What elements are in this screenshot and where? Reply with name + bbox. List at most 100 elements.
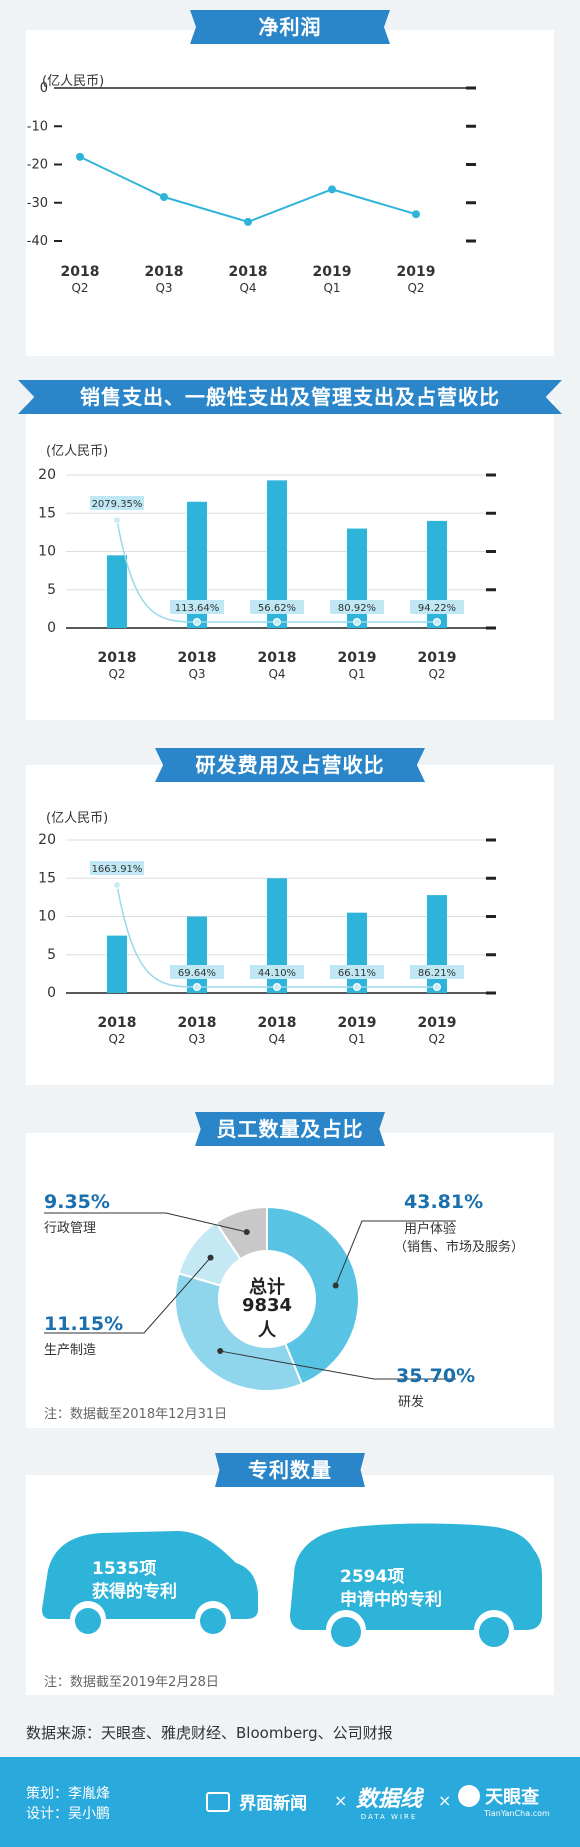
ratio-point — [273, 618, 281, 626]
x-tick-year: 2019 — [338, 650, 377, 666]
y-tick-label: -20 — [27, 158, 48, 173]
donut-segment — [214, 1205, 268, 1261]
y-tick-label: 15 — [38, 505, 56, 521]
segment-admin-value: 9.35% — [44, 1191, 110, 1213]
y-tick-label: 0 — [40, 81, 48, 96]
x-tick-quarter: Q2 — [428, 667, 445, 681]
x-tick-year: 2018 — [229, 264, 268, 280]
datawire-sub: DATA WIRE — [360, 1813, 418, 1821]
employees-panel: 总计 9834人 9.35% 行政管理 11.15% 生产制造 43.81% 用… — [26, 1133, 554, 1428]
y-tick-label: -10 — [27, 119, 48, 134]
ratio-label-bg — [250, 965, 304, 979]
ratio-label: 86.21% — [418, 968, 456, 979]
ratio-point — [433, 618, 441, 626]
y-tick-label: 10 — [38, 544, 56, 560]
leader-dot — [332, 1282, 339, 1289]
ratio-point — [113, 881, 121, 889]
net-profit-panel: 0 -10 -20 -30 -40 2018 Q2 2018 Q3 2018 Q4 2019 Q1 201… — [26, 30, 554, 356]
y-tick-label: 0 — [47, 985, 56, 1001]
ratio-label: 94.22% — [418, 603, 456, 614]
net-profit-point — [76, 152, 84, 161]
net-profit-banner: 净利润 — [190, 10, 390, 44]
net-profit-unit: (亿人民币) — [42, 74, 105, 89]
y-tick-label: 20 — [38, 467, 56, 483]
data-source: 数据来源：天眼查、雅虎财经、Bloomberg、公司财报 — [26, 1724, 393, 1742]
ratio-label-bg — [330, 600, 384, 614]
segment-manufacturing-label: 生产制造 — [44, 1343, 97, 1358]
x-tick-year: 2018 — [258, 650, 297, 666]
leader-line — [44, 1212, 247, 1233]
ratio-label: 1663.91% — [92, 864, 143, 875]
ratio-label-bg — [90, 861, 144, 875]
ratio-label: 2079.35% — [92, 499, 143, 510]
y-tick-label: 10 — [38, 909, 56, 925]
y-tick-label: 15 — [38, 870, 56, 886]
ratio-label-bg — [170, 600, 224, 614]
sales-expense-unit: (亿人民币) — [46, 444, 109, 459]
segment-ux-value: 43.81% — [404, 1191, 484, 1213]
bar — [347, 912, 367, 993]
footer-designer: 设计：吴小鹏 — [26, 1806, 110, 1822]
x-tick-year: 2019 — [418, 1015, 457, 1031]
sales-expense-chart: 20 15 10 5 0 2079.35% 113.64% 56.62% 80.92% 94.22… — [38, 467, 496, 681]
ratio-label: 80.92% — [338, 603, 376, 614]
x-tick-year: 2019 — [338, 1015, 377, 1031]
x-tick-quarter: Q4 — [239, 281, 256, 295]
x-tick-year: 2018 — [178, 1015, 217, 1031]
x-tick-quarter: Q4 — [268, 1032, 285, 1046]
employees-note: 注：数据截至2018年12月31日 — [44, 1407, 228, 1422]
leader-dot — [243, 1228, 250, 1235]
bar — [267, 480, 287, 628]
ratio-label: 56.62% — [258, 603, 296, 614]
x-tick-year: 2019 — [418, 650, 457, 666]
ratio-label: 113.64% — [175, 603, 220, 614]
pending-patents-label: 申请中的专利 — [340, 1590, 442, 1610]
donut-segment — [266, 1205, 360, 1386]
ratio-label: 66.11% — [338, 968, 376, 979]
x-tick-quarter: Q2 — [108, 667, 125, 681]
sales-expense-panel: 20 15 10 5 0 2079.35% 113.64% 56.62% 80.92% 94.22… — [26, 400, 554, 720]
ratio-point — [273, 983, 281, 991]
car-granted-icon — [42, 1523, 542, 1647]
y-tick-label: -30 — [27, 196, 48, 211]
donut-total-value: 9834人 — [241, 1295, 293, 1341]
segment-admin-label: 行政管理 — [44, 1221, 97, 1236]
leader-dot — [217, 1348, 224, 1355]
pending-patents-count: 2594项 — [340, 1567, 405, 1587]
net-profit-point — [160, 193, 168, 202]
x-tick-quarter: Q1 — [323, 281, 340, 295]
tianyancha-sub: TianYanCha.com — [484, 1809, 550, 1818]
net-profit-chart: 0-10-20-30-402018Q22018Q32018Q42019Q1201… — [27, 81, 476, 295]
tianyancha-name: 天眼查 — [485, 1787, 540, 1808]
footer-planner: 策划：李胤烽 — [26, 1786, 110, 1802]
granted-patents-count: 1535项 — [92, 1559, 157, 1579]
x-tick-quarter: Q3 — [155, 281, 172, 295]
times-sign-1: × — [334, 1791, 348, 1810]
ratio-point — [113, 516, 121, 524]
ratio-label-bg — [90, 496, 144, 510]
car-granted-shape — [42, 1531, 258, 1619]
ratio-label: 44.10% — [258, 968, 296, 979]
patents-note: 注：数据截至2019年2月28日 — [44, 1675, 219, 1690]
ratio-label: 69.64% — [178, 968, 216, 979]
x-tick-year: 2018 — [98, 650, 137, 666]
tianyancha-logo: 天眼查 TianYanCha.com — [458, 1783, 550, 1818]
datawire-name: 数据线 — [356, 1787, 423, 1812]
segment-ux-label: 用户体验 — [404, 1222, 457, 1237]
ratio-point — [193, 983, 201, 991]
rd-expense-panel: 20 15 10 5 0 1663.91% 69.64% 44.10% 66.11% 86.21%… — [26, 765, 554, 1085]
donut-hole — [221, 1253, 313, 1345]
net-profit-line — [79, 155, 417, 223]
employees-banner: 员工数量及占比 — [195, 1112, 385, 1146]
ratio-label-bg — [330, 965, 384, 979]
y-tick-label: 5 — [47, 582, 56, 598]
x-tick-quarter: Q2 — [407, 281, 424, 295]
employees-donut-chart — [44, 1205, 456, 1392]
x-tick-quarter: Q4 — [268, 667, 285, 681]
jiemian-icon — [206, 1791, 230, 1812]
segment-ux-sublabel: （销售、市场及服务） — [394, 1240, 525, 1255]
ratio-label-bg — [410, 965, 464, 979]
net-profit-point — [328, 185, 336, 194]
x-tick-quarter: Q3 — [188, 1032, 205, 1046]
rd-expense-chart: 20 15 10 5 0 1663.91% 69.64% 44.10% 66.11% 86.21%… — [38, 832, 496, 1046]
